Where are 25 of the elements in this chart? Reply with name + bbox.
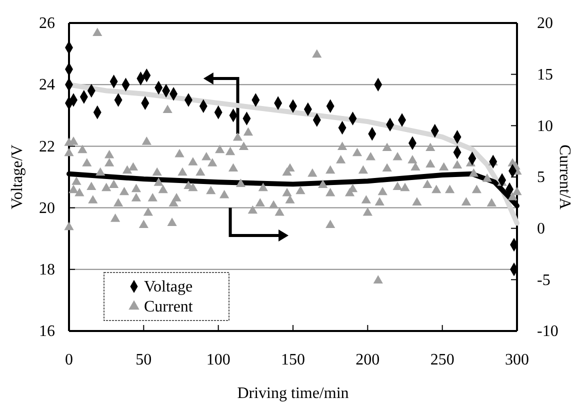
y2-tick-label: 20 (537, 15, 553, 32)
y2-tick-label: 5 (537, 169, 545, 186)
y2-tick-label: -10 (537, 323, 558, 340)
y2-tick-label: 15 (537, 66, 553, 84)
y2-tick-label: -5 (537, 272, 550, 289)
y-tick-label: 26 (39, 15, 55, 32)
x-tick-label: 250 (430, 351, 454, 368)
y2-axis-title: Current/A (556, 144, 573, 210)
y-tick-label: 18 (39, 262, 55, 279)
x-tick-label: 0 (65, 351, 73, 368)
y-tick-label: 16 (39, 323, 55, 340)
x-tick-label: 300 (505, 351, 529, 368)
y-tick-label: 24 (39, 76, 55, 94)
y2-tick-label: 0 (537, 220, 545, 238)
y-tick-label: 20 (39, 200, 55, 217)
x-tick-label: 200 (356, 351, 380, 368)
x-axis-title: Driving time/min (237, 385, 349, 402)
legend-label: Current (144, 298, 194, 316)
x-tick-label: 100 (206, 351, 230, 368)
legend-label: Voltage (144, 278, 193, 296)
y-axis-title: Voltage/V (9, 144, 26, 210)
x-tick-label: 50 (136, 351, 152, 368)
y-tick-label: 22 (39, 138, 55, 156)
y2-tick-label: 10 (537, 118, 553, 135)
x-tick-label: 150 (281, 351, 305, 368)
